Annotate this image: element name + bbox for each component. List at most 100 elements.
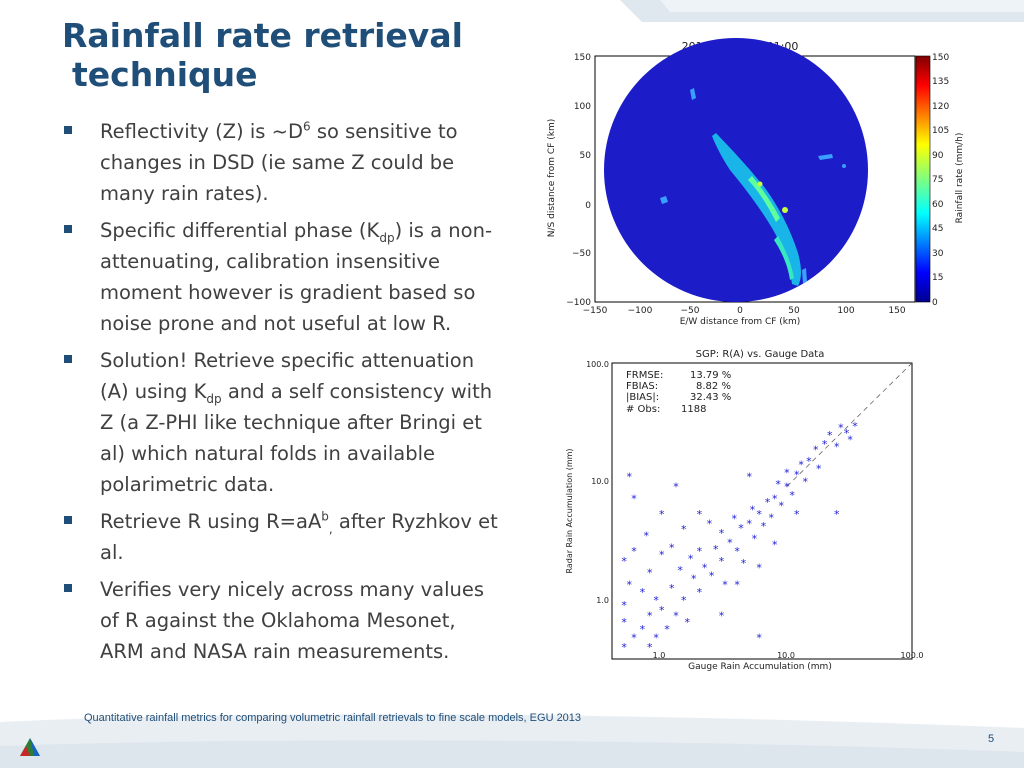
colorbar-tick: 105 [932,126,949,136]
chart-plot-frame [611,362,913,660]
x-axis-label: Gauge Rain Accumulation (mm) [688,662,832,672]
bullet-square-icon [64,516,72,524]
colorbar-tick: 45 [932,224,943,234]
scatter-point: * [627,471,633,484]
colorbar-tick: 0 [932,298,938,308]
scatter-point: * [719,527,725,540]
scatter-point: * [659,508,665,521]
stat-value: 13.79 % [690,370,731,381]
scatter-point: * [681,523,687,536]
stat-label: FBIAS: [626,381,658,392]
radar-x-tick: 150 [888,306,905,316]
scatter-point: * [640,623,646,636]
y-tick-label: 10.0 [591,477,609,486]
radar-y-tick: 0 [585,201,591,211]
scatter-point: * [653,631,659,644]
scatter-point: * [734,579,740,592]
scatter-point: * [647,641,653,654]
scatter-point: * [750,504,756,517]
colorbar [915,55,931,303]
scatter-point: * [697,586,703,599]
scatter-point: * [653,594,659,607]
scatter-point: * [778,500,784,513]
argonne-logo-icon [20,738,40,756]
scatter-point: * [784,480,790,493]
scatter-point: * [806,455,812,468]
stat-value: 8.82 % [696,381,731,392]
scatter-point: * [647,567,653,580]
radar-y-ticks: 150 100 50 0 −50 −100 [566,53,591,308]
stat-value: 32.43 % [690,392,731,403]
colorbar-tick: 90 [932,151,944,161]
colorbar-tick: 15 [932,273,943,283]
scatter-point: * [732,513,738,526]
scatter-point: * [756,562,762,575]
slide-title: Rainfall rate retrieval technique [62,16,522,94]
scatter-point: * [772,492,778,505]
bullet-item: Retrieve R using R=aAb, after Ryzhkov et… [64,506,504,568]
stat-label: FRMSE: [626,370,663,381]
scatter-point: * [722,579,728,592]
colorbar-tick: 120 [932,102,949,112]
rain-band [660,88,846,286]
colorbar-tick: 150 [932,53,949,63]
scatter-point: * [697,508,703,521]
radar-x-tick: 0 [737,306,743,316]
radar-y-label: N/S distance from CF (km) [547,119,557,237]
scatter-point: * [709,570,715,583]
bullet-item: Verifies very nicely across many values … [64,574,504,667]
slide-title-line-2: technique [72,55,258,94]
scatter-point: * [838,422,844,435]
scatter-point: * [659,604,665,617]
top-decor-band [620,0,1024,22]
x-tick-label: 1.0 [653,651,666,660]
bullet-square-icon [64,584,72,592]
scatter-point: * [734,545,740,558]
scatter-point: * [685,616,691,629]
stat-label: # Obs: [626,404,660,415]
scatter-point: * [673,480,679,493]
radar-x-tick: 100 [837,306,854,316]
bullet-square-icon [64,355,72,363]
scatter-point: * [621,616,627,629]
scatter-point: * [772,538,778,551]
footer-citation: Quantitative rainfall metrics for compar… [84,712,582,724]
stat-label: |BIAS|: [626,392,659,403]
scatter-point: * [746,471,752,484]
radar-rainfall-map: 2011-05-20 11:01:00 −150 −100 −50 0 50 1… [547,38,965,327]
scatter-point: * [765,496,771,509]
bullet-square-icon [64,126,72,134]
scatter-point: * [789,489,795,502]
colorbar-tick: 30 [932,249,944,259]
scatter-point: * [847,434,853,447]
bullet-list: Reflectivity (Z) is ~D6 so sensitive to … [64,116,504,673]
scatter-point: * [697,545,703,558]
scatter-point: * [664,623,670,636]
bottom-decor-band [0,714,1024,768]
y-tick-label: 1.0 [596,596,609,605]
bullet-item: Solution! Retrieve specific attenuation … [64,345,504,500]
scatter-points: ****************************************… [621,420,858,654]
scatter-point: * [752,532,758,545]
scatter-point: * [834,441,840,454]
y-axis-label: Radar Rain Accumulation (mm) [565,448,574,573]
scatter-point: * [647,610,653,623]
scatter-point: * [746,518,752,531]
radar-y-tick: −100 [566,298,591,308]
stats-box: FRMSE: 13.79 % FBIAS: 8.82 % |BIAS|: 32.… [626,370,731,415]
colorbar-tick: 60 [932,200,944,210]
slide-title-line-1: Rainfall rate retrieval [62,16,463,55]
scatter-point: * [669,542,675,555]
colorbar-label: Rainfall rate (mm/h) [955,133,965,224]
scatter-point: * [719,610,725,623]
y-axis-ticks: 100.0 10.0 1.0 [586,360,609,605]
scatter-point: * [640,586,646,599]
radar-x-tick: −100 [628,306,653,316]
one-to-one-line [786,362,913,487]
radar-y-tick: 100 [574,102,591,112]
scatter-point: * [761,520,767,533]
scatter-point: * [677,564,683,577]
bullet-item: Reflectivity (Z) is ~D6 so sensitive to … [64,116,504,209]
scatter-point: * [794,508,800,521]
y-tick-label: 100.0 [586,360,609,369]
